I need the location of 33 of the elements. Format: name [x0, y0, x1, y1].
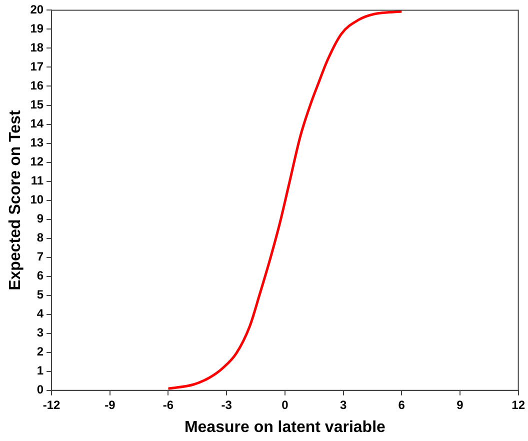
y-tick-label: 3: [36, 326, 44, 340]
y-tick-label: 10: [30, 192, 44, 207]
x-axis-title: Measure on latent variable: [184, 418, 386, 436]
y-tick-label: 13: [30, 136, 44, 150]
x-tick-label: -3: [221, 398, 232, 412]
y-tick-label: 12: [30, 154, 44, 169]
x-tick-label: -6: [162, 398, 174, 412]
line-series: [166, 10, 403, 390]
y-tick-label: 4: [36, 306, 44, 321]
x-tick-label: -9: [104, 398, 116, 412]
y-axis-title: Expected Score on Test: [7, 110, 24, 290]
y-tick-label: 0: [36, 382, 44, 397]
y-tick-label: 14: [30, 116, 44, 131]
y-tick-label: 18: [30, 40, 44, 55]
x-tick-label: 12: [512, 398, 526, 412]
y-tick-label: 15: [30, 98, 44, 112]
x-tick-label: 0: [282, 398, 289, 412]
x-tick-label: 6: [398, 398, 406, 412]
y-tick-label: 19: [30, 22, 44, 36]
y-tick-label: 8: [36, 230, 44, 245]
x-tick-label: -12: [42, 398, 61, 412]
y-tick-label: 9: [36, 212, 44, 226]
y-tick-label: 20: [30, 2, 44, 17]
x-tick-label: 9: [456, 398, 464, 412]
y-tick-label: 11: [30, 174, 44, 188]
y-tick-label: 1: [36, 364, 44, 378]
x-tick-label: 3: [340, 398, 347, 412]
y-tick-label: 6: [36, 268, 44, 283]
y-tick-label: 2: [36, 344, 44, 359]
y-tick-label: 17: [30, 60, 44, 74]
y-tick-label: 16: [30, 78, 44, 93]
y-tick-label: 7: [36, 250, 44, 264]
y-tick-label: 5: [36, 288, 44, 302]
